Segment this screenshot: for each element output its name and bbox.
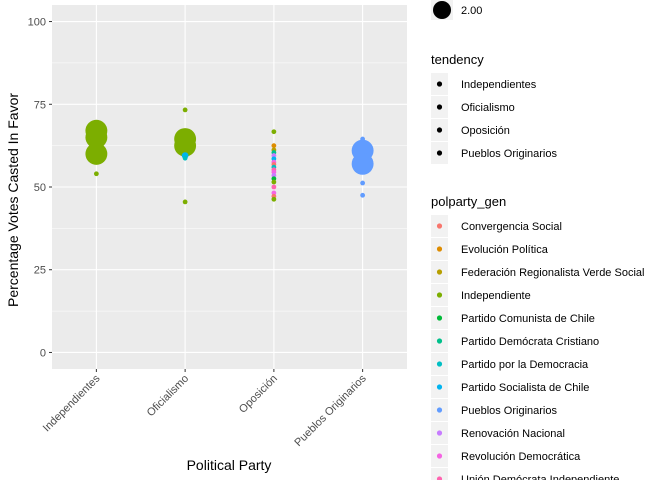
party-legend-label: Revolución Democrática bbox=[461, 451, 581, 463]
data-point bbox=[182, 155, 188, 161]
party-legend-label: Partido Socialista de Chile bbox=[461, 382, 589, 394]
tendency-legend-label: Pueblos Originarios bbox=[461, 148, 557, 160]
party-legend-dot bbox=[436, 292, 443, 298]
y-axis: 0 25 50 75 100 bbox=[28, 17, 52, 359]
data-point bbox=[179, 143, 191, 155]
party-legend-dot bbox=[436, 430, 443, 436]
party-legend-label: Evolución Política bbox=[461, 244, 549, 256]
party-legend-dot bbox=[436, 315, 443, 321]
party-legend-key bbox=[431, 468, 448, 480]
tendency-legend-label: Independientes bbox=[461, 79, 537, 91]
party-legend-label: Renovación Nacional bbox=[461, 428, 565, 440]
party-legend-label: Partido por la Democracia bbox=[461, 359, 589, 371]
y-tick-label: 75 bbox=[34, 99, 46, 111]
data-point bbox=[271, 179, 277, 185]
party-legend-dot bbox=[436, 246, 443, 252]
party-legend-label: Partido Comunista de Chile bbox=[461, 313, 595, 325]
data-point bbox=[182, 199, 188, 205]
size-legend-dot bbox=[433, 1, 451, 19]
tendency-legend-label: Oposición bbox=[461, 125, 510, 137]
x-tick-label: Independientes bbox=[41, 372, 103, 434]
data-point bbox=[271, 176, 277, 182]
y-tick-label: 50 bbox=[34, 182, 46, 194]
x-tick-label: Pueblos Originarios bbox=[292, 372, 369, 449]
party-legend-dot bbox=[436, 361, 443, 367]
data-point bbox=[271, 169, 277, 175]
tendency-legend-dot bbox=[436, 127, 443, 133]
data-point bbox=[271, 143, 277, 149]
tendency-legend-dot bbox=[436, 150, 443, 156]
tendency-legend-dot bbox=[436, 81, 443, 87]
party-legend-dot bbox=[436, 476, 443, 480]
party-legend-dot bbox=[436, 384, 443, 390]
y-tick-label: 0 bbox=[40, 347, 46, 359]
y-axis-title: Percentage Votes Casted In Favor bbox=[5, 93, 21, 307]
data-point bbox=[271, 153, 277, 158]
legend: 2.00 tendency Independientes Oficialismo Opo… bbox=[431, 0, 644, 480]
plot-panel bbox=[52, 5, 407, 369]
party-legend-dot bbox=[436, 453, 443, 459]
data-point bbox=[360, 180, 366, 186]
y-tick-label: 100 bbox=[28, 17, 46, 29]
tendency-legend-dot bbox=[436, 104, 443, 110]
party-legend-label: Independiente bbox=[461, 290, 531, 302]
data-points bbox=[85, 107, 374, 205]
data-point bbox=[271, 196, 277, 202]
party-legend-label: Partido Demócrata Cristiano bbox=[461, 336, 599, 348]
tendency-legend-title: tendency bbox=[431, 52, 484, 67]
y-tick-label: 25 bbox=[34, 265, 46, 277]
party-legend-label: Pueblos Originarios bbox=[461, 405, 557, 417]
party-legend-label: Unión Demócrata Independiente bbox=[461, 474, 619, 480]
tendency-legend-label: Oficialismo bbox=[461, 102, 515, 114]
x-axis-title: Political Party bbox=[187, 457, 272, 473]
party-legend-dot bbox=[436, 338, 443, 344]
data-point bbox=[271, 129, 277, 135]
party-legend-dot bbox=[436, 269, 443, 275]
party-legend-dot bbox=[436, 407, 443, 413]
party-legend-dot bbox=[436, 223, 443, 229]
data-point bbox=[85, 142, 108, 165]
data-point bbox=[182, 107, 188, 113]
data-point bbox=[351, 152, 374, 175]
party-legend-title: polparty_gen bbox=[431, 194, 506, 209]
x-tick-label: Oficialismo bbox=[145, 373, 192, 420]
size-legend-label: 2.00 bbox=[461, 5, 482, 17]
x-axis: Independientes Oficialismo Oposición Pueblo… bbox=[41, 369, 369, 449]
data-point bbox=[271, 173, 277, 178]
data-point bbox=[271, 190, 277, 196]
data-point bbox=[271, 156, 277, 162]
data-point bbox=[93, 171, 99, 177]
x-tick-label: Oposición bbox=[237, 373, 280, 416]
party-legend-label: Convergencia Social bbox=[461, 221, 562, 233]
data-point bbox=[360, 192, 366, 198]
party-legend-label: Federación Regionalista Verde Social bbox=[461, 267, 644, 279]
data-point bbox=[271, 184, 277, 190]
